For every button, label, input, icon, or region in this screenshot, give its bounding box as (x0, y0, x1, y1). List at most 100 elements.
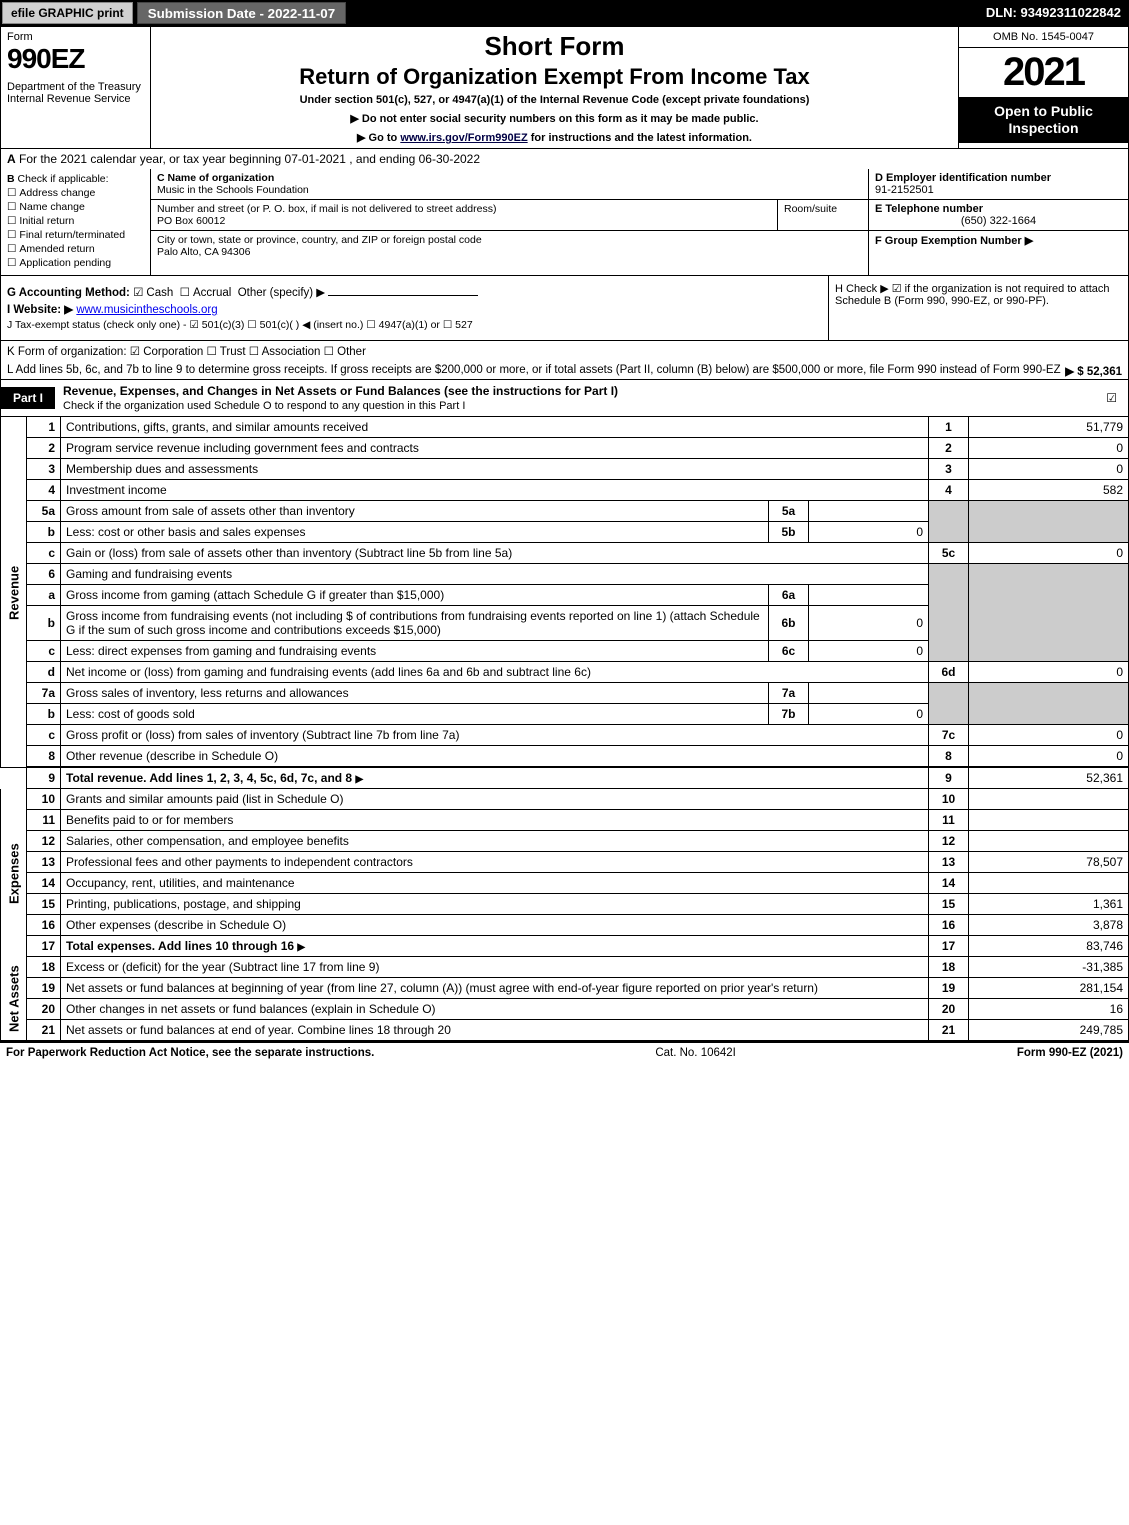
l13-num: 13 (27, 852, 61, 873)
chk-name-change[interactable]: Name change (7, 201, 144, 213)
l17-desc: Total expenses. Add lines 10 through 16 (61, 936, 929, 957)
l1-amount: 51,779 (969, 417, 1129, 438)
chk-initial-return[interactable]: Initial return (7, 215, 144, 227)
g-other: Other (specify) ▶ (238, 287, 325, 299)
g-other-input[interactable] (328, 295, 478, 296)
col-gij: G Accounting Method: Cash Accrual Other … (1, 276, 828, 340)
l6c-num: c (27, 641, 61, 662)
section-k: K Form of organization: ☑ Corporation ☐ … (0, 341, 1129, 361)
l5a-num: 5a (27, 501, 61, 522)
l16-num: 16 (27, 915, 61, 936)
ein-value: 91-2152501 (875, 184, 934, 196)
l7ab-shade (929, 683, 969, 725)
room-box: Room/suite (778, 200, 868, 231)
l5b-sn: 5b (769, 522, 809, 543)
street-value: PO Box 60012 (157, 215, 225, 227)
city-box: City or town, state or province, country… (151, 231, 868, 261)
open-to-public: Open to Public Inspection (959, 97, 1128, 143)
group-cell: F Group Exemption Number ▶ (869, 231, 1128, 250)
l7a-desc: Gross sales of inventory, less returns a… (61, 683, 769, 704)
form-number: 990EZ (7, 43, 144, 75)
l6d-desc: Net income or (loss) from gaming and fun… (61, 662, 929, 683)
ssn-notice: ▶ Do not enter social security numbers o… (155, 112, 954, 125)
dept-treasury: Department of the Treasury (7, 81, 144, 93)
efile-print-button[interactable]: efile GRAPHIC print (2, 2, 133, 24)
part1-tab: Part I (1, 387, 55, 409)
l17-num: 17 (27, 936, 61, 957)
l9-desc-text: Total revenue. Add lines 1, 2, 3, 4, 5c,… (66, 771, 352, 785)
irs-link[interactable]: www.irs.gov/Form990EZ (400, 132, 527, 144)
section-def: D Employer identification number 91-2152… (868, 169, 1128, 275)
chk-final-return[interactable]: Final return/terminated (7, 229, 144, 241)
form-header: Form 990EZ Department of the Treasury In… (0, 26, 1129, 149)
part1-title: Revenue, Expenses, and Changes in Net As… (55, 380, 1098, 416)
l9-amount: 52,361 (969, 767, 1129, 789)
line-7a: 7a Gross sales of inventory, less return… (1, 683, 1129, 704)
part1-header: Part I Revenue, Expenses, and Changes in… (0, 380, 1129, 417)
ein-label: D Employer identification number (875, 172, 1051, 184)
chk-amended-return[interactable]: Amended return (7, 243, 144, 255)
l3-desc: Membership dues and assessments (61, 459, 929, 480)
submission-date-button[interactable]: Submission Date - 2022-11-07 (137, 2, 346, 24)
line-3: 3 Membership dues and assessments 3 0 (1, 459, 1129, 480)
l13-amount: 78,507 (969, 852, 1129, 873)
footer-center: Cat. No. 10642I (655, 1047, 736, 1059)
l4-num: 4 (27, 480, 61, 501)
check-if-applicable: Check if applicable: (18, 173, 109, 185)
l1-desc: Contributions, gifts, grants, and simila… (61, 417, 929, 438)
part1-schedule-o-check[interactable] (1098, 387, 1128, 409)
chk-application-pending[interactable]: Application pending (7, 257, 144, 269)
l8-num: 8 (27, 746, 61, 768)
website-link[interactable]: www.musicintheschools.org (76, 304, 217, 316)
l6a-desc: Gross income from gaming (attach Schedul… (61, 585, 769, 606)
expenses-vlabel: Expenses (1, 789, 27, 957)
l13-rn: 13 (929, 852, 969, 873)
line-16: 16 Other expenses (describe in Schedule … (1, 915, 1129, 936)
line-14: 14 Occupancy, rent, utilities, and maint… (1, 873, 1129, 894)
l10-desc: Grants and similar amounts paid (list in… (61, 789, 929, 810)
part1-sub: Check if the organization used Schedule … (63, 400, 465, 412)
l4-rn: 4 (929, 480, 969, 501)
l6d-amount: 0 (969, 662, 1129, 683)
line-5c: c Gain or (loss) from sale of assets oth… (1, 543, 1129, 564)
l2-num: 2 (27, 438, 61, 459)
l6a-sn: 6a (769, 585, 809, 606)
section-b-label: B (7, 173, 15, 185)
section-h: H Check ▶ ☑ if the organization is not r… (828, 276, 1128, 340)
l8-rn: 8 (929, 746, 969, 768)
l5b-desc: Less: cost or other basis and sales expe… (61, 522, 769, 543)
l6b-desc: Gross income from fundraising events (no… (61, 606, 769, 641)
room-label: Room/suite (784, 203, 837, 215)
l5c-num: c (27, 543, 61, 564)
l8-amount: 0 (969, 746, 1129, 768)
l7b-desc: Less: cost of goods sold (61, 704, 769, 725)
ein-cell: D Employer identification number 91-2152… (869, 169, 1128, 200)
omb-number: OMB No. 1545-0047 (959, 27, 1128, 48)
l6c-desc: Less: direct expenses from gaming and fu… (61, 641, 769, 662)
top-bar: efile GRAPHIC print Submission Date - 20… (0, 0, 1129, 26)
section-i: I Website: ▶ www.musicintheschools.org (7, 302, 822, 316)
street-label: Number and street (or P. O. box, if mail… (157, 203, 496, 215)
chk-address-change[interactable]: Address change (7, 187, 144, 199)
l19-amount: 281,154 (969, 978, 1129, 999)
l14-num: 14 (27, 873, 61, 894)
g-accrual[interactable]: Accrual (180, 287, 232, 299)
section-c: C Name of organization Music in the Scho… (151, 169, 868, 275)
line-7c: c Gross profit or (loss) from sales of i… (1, 725, 1129, 746)
l18-num: 18 (27, 957, 61, 978)
l6c-sv: 0 (809, 641, 929, 662)
org-name: Music in the Schools Foundation (157, 184, 309, 196)
l9-num: 9 (27, 767, 61, 789)
phone-cell: E Telephone number (650) 322-1664 (869, 200, 1128, 231)
l21-desc: Net assets or fund balances at end of ye… (61, 1020, 929, 1041)
header-right: OMB No. 1545-0047 2021 Open to Public In… (958, 27, 1128, 148)
short-form-title: Short Form (155, 31, 954, 62)
section-a: A For the 2021 calendar year, or tax yea… (0, 149, 1129, 169)
g-cash[interactable]: Cash (133, 287, 173, 299)
goto-pre: ▶ Go to (357, 132, 400, 144)
l5a-sv (809, 501, 929, 522)
section-g: G Accounting Method: Cash Accrual Other … (7, 285, 822, 299)
l1-rn: 1 (929, 417, 969, 438)
l10-num: 10 (27, 789, 61, 810)
g-label: G Accounting Method: (7, 287, 130, 299)
